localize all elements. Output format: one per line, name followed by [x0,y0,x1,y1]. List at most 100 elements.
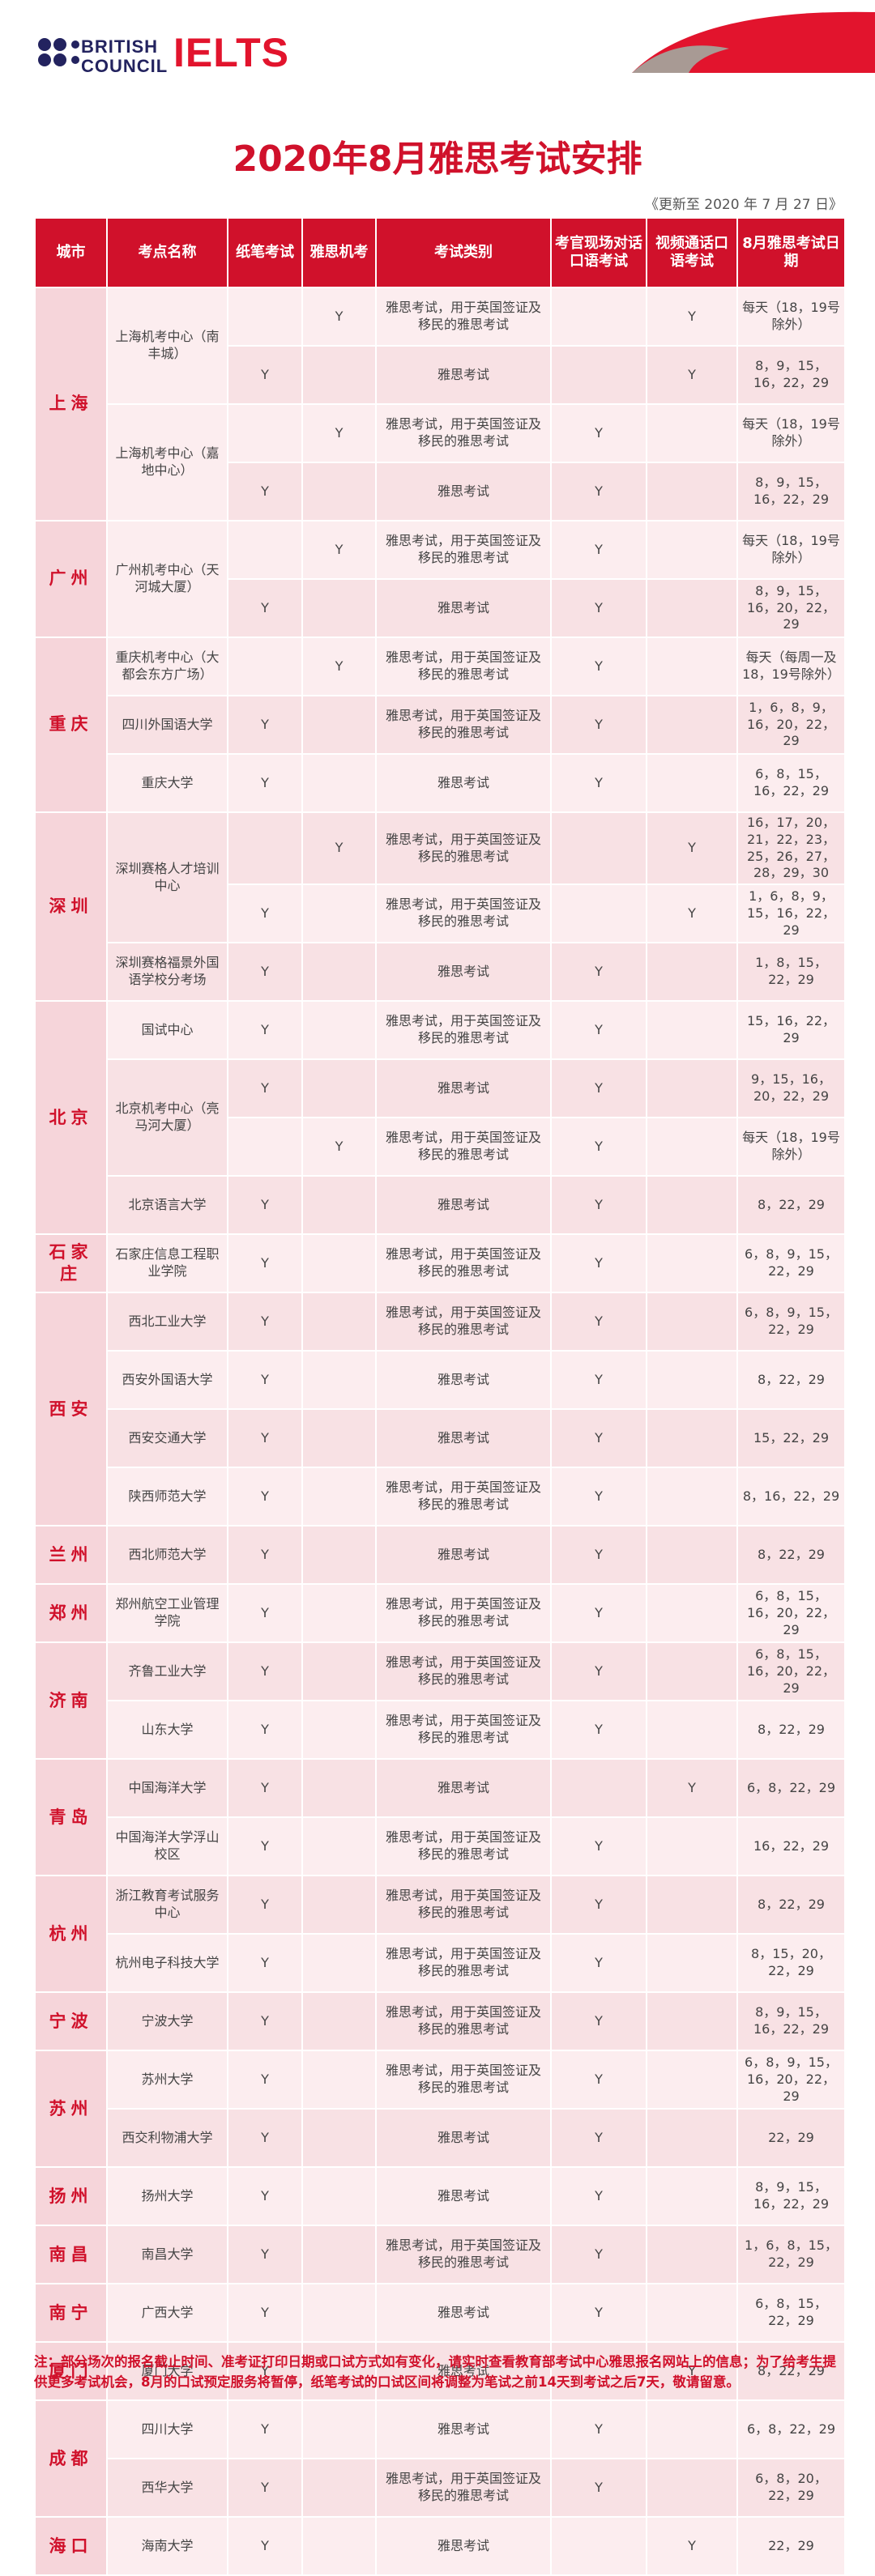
cell [301,1991,377,2052]
table-row: 中国海洋大学浮山校区 Y 雅思考试，用于英国签证及移民的雅思考试 Y 16，22，29 [35,1816,846,1877]
cell [227,811,303,886]
updated-note: 《更新至 2020 年 7 月 27 日》 [644,197,843,213]
city-cell: 重庆 [34,637,108,813]
cell: Y [227,2458,303,2519]
cell [301,1758,377,1819]
cell: Y [550,1117,647,1177]
cell: Y [301,403,377,463]
cell: Y [550,462,647,522]
center-cell: 西北师范大学 [106,1525,228,1586]
cell: 雅思考试，用于英国签证及移民的雅思考试 [375,403,552,463]
cell: 雅思考试 [375,2283,552,2344]
table-row: Y 雅思考试，用于英国签证及移民的雅思考试 Y 1，6，8，9，15，16，22，29 [35,884,846,944]
cell: Y [646,287,738,347]
cell: Y [550,2166,647,2227]
city-cell: 兰州 [34,1525,108,1586]
cell [227,287,303,347]
cell [227,637,303,696]
center-cell: 西华大学 [106,2458,228,2519]
cell: Y [227,1700,303,1761]
cell: 雅思考试 [375,753,552,813]
cell [301,1816,377,1877]
cell [227,403,303,463]
center-cell: 杭州电子科技大学 [106,1933,228,1994]
british-council-dots [38,38,79,66]
column-header: 雅思机考 [301,217,377,288]
cell [646,1467,738,1527]
cell: 8，22，29 [736,1525,846,1586]
cell [301,1058,377,1119]
cell: 雅思考试 [375,1058,552,1119]
cell: 6，8，15，16，20，22，29 [736,1641,846,1702]
title: 2020年8月雅思考试安排 [233,138,642,180]
logo-text: BRITISH COUNCIL [81,37,168,76]
table-row: 深圳 深圳赛格人才培训中心 Y 雅思考试，用于英国签证及移民的雅思考试 Y 16，17，2… [34,811,846,1003]
city-cell: 上海 [34,287,108,522]
cell [301,462,377,522]
cell [646,520,738,580]
cell: Y [227,2516,303,2576]
cell: 雅思考试，用于英国签证及移民的雅思考试 [375,2458,552,2519]
cell: Y [227,753,303,813]
table-row: 兰州 西北师范大学 Y 雅思考试 Y 8，22，29 [34,1525,846,1586]
cell: 雅思考试，用于英国签证及移民的雅思考试 [375,884,552,944]
city-cell: 郑州 [34,1583,108,1644]
cell [646,1350,738,1411]
column-header: 8月雅思考试日期 [736,217,846,288]
table-row: 重庆大学 Y 雅思考试 Y 6，8，15，16，22，29 [35,753,846,813]
cell: 雅思考试，用于英国签证及移民的雅思考试 [375,1117,552,1177]
cell [301,2399,377,2460]
cell [301,2050,377,2110]
header-graphics [38,11,875,73]
cell [301,1933,377,1994]
cell: 16，17，20，21，22，23，25，26，27，28，29，30 [736,811,846,886]
center-cell: 西交利物浦大学 [106,2108,228,2169]
cell: 雅思考试，用于英国签证及移民的雅思考试 [375,1991,552,2052]
cell: Y [227,1816,303,1877]
cell [550,884,647,944]
cell [646,1408,738,1469]
cell: Y [550,2050,647,2110]
cell: Y [550,1933,647,1994]
cell: 1，8，15，22，29 [736,942,846,1003]
table-row: 上海机考中心（嘉地中心） Y 雅思考试，用于英国签证及移民的雅思考试 Y 每天（18，1… [35,403,846,522]
cell: 雅思考试，用于英国签证及移民的雅思考试 [375,1875,552,1935]
center-cell: 四川外国语大学 [106,695,228,755]
center-cell: 深圳赛格人才培训中心 [106,811,228,944]
table-row: 苏州 苏州大学 Y 雅思考试，用于英国签证及移民的雅思考试 Y 6，8，9，15，16，2… [34,2050,846,2169]
center-cell: 郑州航空工业管理学院 [106,1583,228,1644]
center-cell: 陕西师范大学 [106,1467,228,1527]
cell: 每天（18，19号除外） [736,287,846,347]
cell [646,1816,738,1877]
cell: Y [550,1700,647,1761]
table-row: 上海 上海机考中心（南丰城） Y 雅思考试，用于英国签证及移民的雅思考试 Y 每天（18，… [34,287,846,522]
cell [646,753,738,813]
table-row: 山东大学 Y 雅思考试，用于英国签证及移民的雅思考试 Y 8，22，29 [35,1700,846,1761]
cell: 1，6，8，15，22，29 [736,2225,846,2285]
table-row: 四川外国语大学 Y 雅思考试，用于英国签证及移民的雅思考试 Y 1，6，8，9，16，2… [35,695,846,755]
cell: Y [550,1408,647,1469]
cell: 雅思考试 [375,942,552,1003]
cell: 雅思考试 [375,578,552,638]
cell: 8，9，15，16，22，29 [736,345,846,405]
center-cell: 浙江教育考试服务中心 [106,1875,228,1935]
center-cell: 深圳赛格福景外国语学校分考场 [106,942,228,1003]
header-row: 城市 考点名称 纸笔考试 雅思机考 考试类别 考官现场对话口语考试 视频通话口语考试 8月雅思… [34,217,846,288]
cell [646,942,738,1003]
cell: 8，9，15，16，22，29 [736,2166,846,2227]
cell: Y [227,2399,303,2460]
cell [301,942,377,1003]
cell [301,1700,377,1761]
cell: 雅思考试，用于英国签证及移民的雅思考试 [375,287,552,347]
cell [550,2516,647,2576]
brand: IELTS [173,30,289,75]
cell: Y [550,1525,647,1586]
cell: 雅思考试 [375,1350,552,1411]
cell: 雅思考试 [375,345,552,405]
cell: 6，8，9，15，16，20，22，29 [736,2050,846,2110]
cell: 雅思考试，用于英国签证及移民的雅思考试 [375,1933,552,1994]
cell: 22，29 [736,2516,846,2576]
table-row: 陕西师范大学 Y 雅思考试，用于英国签证及移民的雅思考试 Y 8，16，22，29 [35,1467,846,1527]
table-row: 南昌 南昌大学 Y 雅思考试，用于英国签证及移民的雅思考试 Y 1，6，8，15，22，2… [34,2225,846,2285]
cell: 8，15，20，22，29 [736,1933,846,1994]
